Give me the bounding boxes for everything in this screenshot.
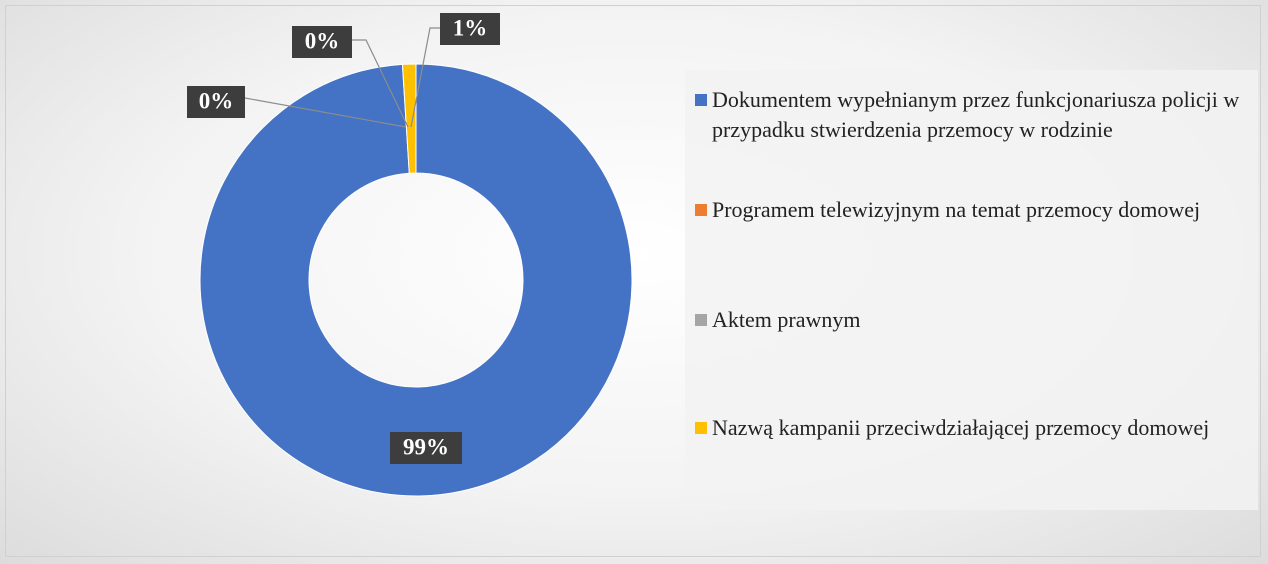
- data-label: 0%: [199, 88, 234, 113]
- legend-swatch: [695, 204, 707, 216]
- chart-border: [5, 5, 1261, 557]
- legend: Dokumentem wypełnianym przez funkcjonari…: [685, 70, 1258, 510]
- legend-item: Programem telewizyjnym na temat przemocy…: [695, 195, 1255, 225]
- data-label-box: [440, 13, 500, 45]
- donut-slice: [401, 63, 417, 174]
- legend-label: Dokumentem wypełnianym przez funkcjonari…: [712, 87, 1240, 142]
- legend-item: Aktem prawnym: [695, 305, 1255, 335]
- legend-label: Programem telewizyjnym na temat przemocy…: [712, 197, 1201, 222]
- legend-label: Aktem prawnym: [712, 307, 861, 332]
- legend-swatch: [695, 314, 707, 326]
- legend-swatch: [695, 94, 707, 106]
- data-label-box: [390, 432, 462, 464]
- donut-slice: [199, 63, 633, 497]
- data-label: 0%: [305, 28, 340, 53]
- leader-line: [244, 97, 407, 128]
- legend-swatch: [695, 422, 707, 434]
- data-label: 99%: [403, 434, 449, 459]
- legend-item: Nazwą kampanii przeciwdziałającej przemo…: [695, 413, 1255, 443]
- legend-label: Nazwą kampanii przeciwdziałającej przemo…: [712, 415, 1210, 440]
- data-label-box: [292, 26, 352, 58]
- legend-item: Dokumentem wypełnianym przez funkcjonari…: [695, 85, 1255, 145]
- data-label: 1%: [453, 15, 488, 40]
- leader-line: [410, 27, 440, 128]
- leader-line: [352, 39, 409, 128]
- data-label-box: [187, 86, 245, 118]
